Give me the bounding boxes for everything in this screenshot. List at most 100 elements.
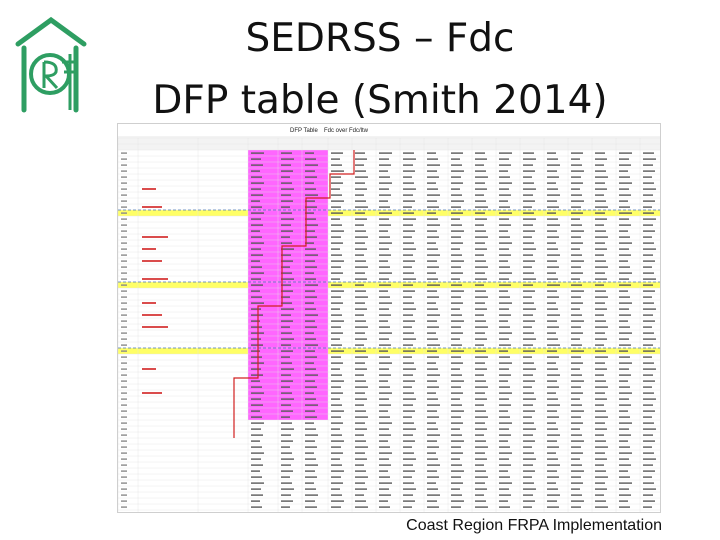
cell-value-mark [523, 302, 534, 304]
cell-value-mark [379, 278, 389, 280]
cell-value-mark [643, 272, 654, 274]
cell-value-mark [331, 278, 340, 280]
cell-value-mark [355, 218, 367, 220]
cell-value-mark [305, 416, 317, 418]
cell-value-mark [523, 326, 532, 328]
cell-value-mark [403, 344, 413, 346]
cell-value-mark [403, 380, 415, 382]
cell-value-mark [331, 464, 342, 466]
cell-value-mark [379, 452, 392, 454]
row-number-mark [121, 278, 127, 280]
cell-value-mark [643, 164, 653, 166]
cell-value-mark [523, 272, 534, 274]
row-number-mark [121, 416, 127, 418]
footer-text: Coast Region FRPA Implementation [406, 517, 662, 534]
row-label-mark [142, 302, 156, 304]
cell-value-mark [547, 470, 557, 472]
cell-value-mark [523, 410, 535, 412]
cell-value-mark [475, 182, 485, 184]
cell-value-mark [523, 464, 533, 466]
cell-value-mark [281, 374, 291, 376]
cell-value-mark [427, 488, 438, 490]
cell-value-mark [427, 458, 438, 460]
cell-value-mark [547, 446, 559, 448]
cell-value-mark [403, 404, 413, 406]
cell-value-mark [305, 356, 317, 358]
cell-value-mark [379, 164, 391, 166]
cell-value-mark [379, 338, 389, 340]
cell-value-mark [595, 212, 605, 214]
cell-value-mark [379, 212, 392, 214]
cell-value-mark [643, 512, 654, 513]
row-number-mark [121, 386, 127, 388]
cell-value-mark [571, 278, 580, 280]
cell-value-mark [475, 416, 488, 418]
cell-value-mark [355, 290, 366, 292]
cell-value-mark [643, 488, 656, 490]
cell-value-mark [499, 182, 512, 184]
yellow-row-highlight [118, 348, 660, 354]
cell-value-mark [403, 164, 413, 166]
cell-value-mark [643, 290, 655, 292]
cell-value-mark [523, 194, 533, 196]
row-number-mark [121, 338, 127, 340]
cell-value-mark [281, 278, 294, 280]
cell-value-mark [379, 482, 392, 484]
cell-value-mark [331, 470, 344, 472]
cell-value-mark [571, 344, 582, 346]
cell-value-mark [281, 482, 292, 484]
cell-value-mark [251, 248, 261, 250]
cell-value-mark [595, 482, 605, 484]
cell-value-mark [305, 200, 315, 202]
cell-value-mark [619, 368, 629, 370]
cell-value-mark [451, 326, 461, 328]
cell-value-mark [619, 206, 630, 208]
cell-value-mark [571, 398, 580, 400]
cell-value-mark [305, 362, 314, 364]
cell-value-mark [331, 428, 340, 430]
cell-value-mark [451, 452, 463, 454]
cell-value-mark [499, 164, 511, 166]
row-number-mark [121, 224, 127, 226]
logo-tree [62, 54, 78, 110]
cell-value-mark [251, 470, 260, 472]
cell-value-mark [403, 290, 415, 292]
cell-value-mark [251, 488, 261, 490]
cell-value-mark [595, 206, 608, 208]
cell-value-mark [571, 500, 584, 502]
cell-value-mark [571, 476, 581, 478]
row-number-mark [121, 398, 127, 400]
cell-value-mark [427, 500, 437, 502]
cell-value-mark [643, 368, 656, 370]
cell-value-mark [451, 512, 463, 513]
row-number-mark [121, 296, 127, 298]
cell-value-mark [451, 500, 464, 502]
cell-value-mark [451, 380, 464, 382]
cell-value-mark [331, 380, 344, 382]
cell-value-mark [595, 320, 606, 322]
row-number-mark [121, 470, 127, 472]
cell-value-mark [643, 194, 653, 196]
cell-value-mark [305, 266, 317, 268]
cell-value-mark [619, 422, 632, 424]
cell-value-mark [427, 494, 440, 496]
cell-value-mark [475, 404, 484, 406]
row-number-mark [121, 482, 127, 484]
cell-value-mark [427, 248, 438, 250]
cell-value-mark [475, 308, 487, 310]
cell-value-mark [523, 254, 533, 256]
cell-value-mark [451, 224, 462, 226]
row-number-mark [121, 434, 127, 436]
cell-value-mark [427, 476, 439, 478]
cell-value-mark [451, 386, 461, 388]
cell-value-mark [643, 218, 656, 220]
cell-value-mark [619, 500, 628, 502]
cell-value-mark [451, 488, 460, 490]
cell-value-mark [475, 470, 486, 472]
cell-value-mark [379, 428, 389, 430]
cell-value-mark [595, 500, 606, 502]
cell-value-mark [379, 200, 388, 202]
cell-value-mark [427, 326, 439, 328]
cell-value-mark [281, 164, 291, 166]
row-label-mark [142, 260, 162, 262]
